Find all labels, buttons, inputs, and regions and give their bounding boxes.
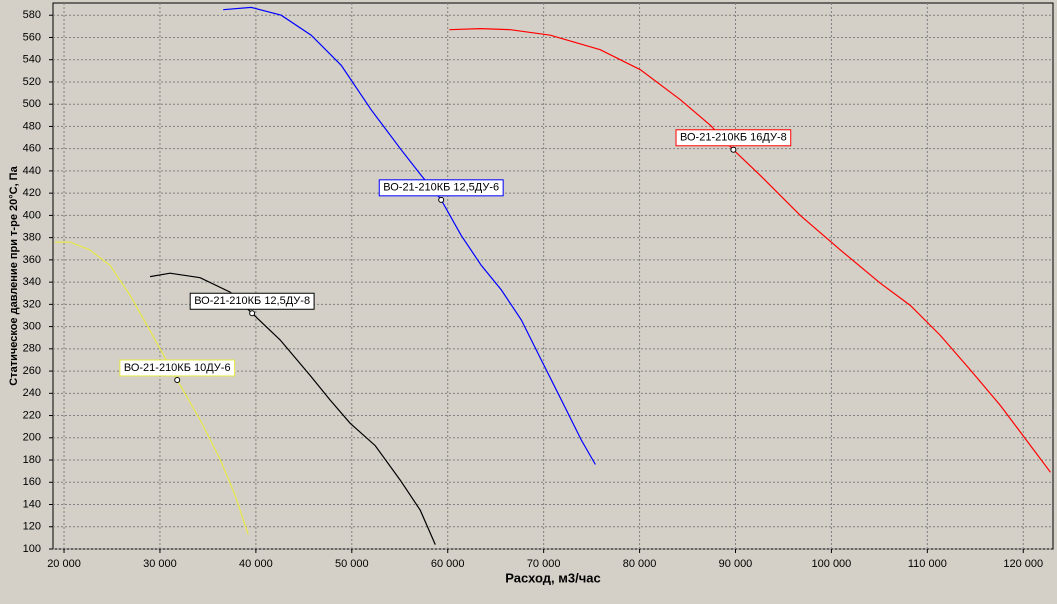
x-tick-label: 100 000: [812, 558, 852, 570]
y-axis-title: Статическое давление при т-ре 20°С, Па: [8, 165, 20, 385]
y-tick-label: 400: [23, 209, 41, 221]
y-tick-label: 240: [23, 387, 41, 399]
curve-label: ВО-21-210КБ 12,5ДУ-8: [194, 295, 310, 307]
curve-label: ВО-21-210КБ 10ДУ-6: [124, 362, 231, 374]
y-tick-label: 460: [23, 143, 41, 155]
y-tick-label: 120: [23, 521, 41, 533]
series-line: [149, 272, 436, 545]
annotations: ВО-21-210КБ 10ДУ-6 ВО-21-210КБ 12,5ДУ-8 ВО…: [119, 129, 792, 383]
x-tick-label: 50 000: [335, 558, 369, 570]
y-tick-label: 420: [23, 187, 41, 199]
grid: [53, 3, 1053, 550]
series-line: [449, 27, 1051, 473]
x-tick-label: 120 000: [1003, 558, 1043, 570]
y-tick-label: 100: [23, 543, 41, 555]
y-tick-label: 220: [23, 409, 41, 421]
y-tick-label: 260: [23, 365, 41, 377]
label-box: [119, 359, 236, 377]
y-tick-label: 160: [23, 476, 41, 488]
y-tick-label: 140: [23, 498, 41, 510]
x-tick-label: 30 000: [143, 558, 177, 570]
curve-marker: [249, 310, 256, 317]
plot-area: [52, 2, 1054, 550]
x-tick-label: 110 000: [908, 558, 947, 570]
y-tick-label: 440: [23, 165, 41, 177]
y-tick-label: 200: [23, 432, 41, 444]
y-tick-label: 540: [23, 54, 41, 66]
curve-marker: [438, 196, 445, 203]
curve-label: ВО-21-210КБ 12,5ДУ-6: [383, 182, 499, 194]
y-tick-label: 360: [23, 254, 41, 266]
curve-marker: [174, 376, 181, 383]
y-tick-label: 580: [23, 9, 41, 21]
y-tick-label: 180: [23, 454, 41, 466]
y-tick-label: 560: [23, 31, 41, 43]
curve-marker: [730, 146, 737, 153]
x-tick-label: 70 000: [527, 558, 561, 570]
curve-label: ВО-21-210КБ 16ДУ-8: [680, 132, 787, 144]
label-box: [378, 179, 504, 197]
y-tick-label: 480: [23, 120, 41, 132]
series-line: [55, 241, 249, 535]
label-box: [675, 129, 792, 147]
x-tick-label: 90 000: [719, 558, 753, 570]
x-tick-label: 80 000: [623, 558, 657, 570]
x-tick-label: 40 000: [239, 558, 273, 570]
x-axis-title: Расход, м3/час: [505, 570, 600, 585]
label-box: [189, 292, 315, 310]
y-tick-label: 300: [23, 321, 41, 333]
y-tick-label: 380: [23, 232, 41, 244]
x-tick-label: 60 000: [431, 558, 465, 570]
y-tick-label: 340: [23, 276, 41, 288]
x-tick-label: 20 000: [47, 558, 81, 570]
y-tick-label: 320: [23, 298, 41, 310]
y-tick-label: 520: [23, 76, 41, 88]
y-tick-label: 280: [23, 343, 41, 355]
y-tick-label: 500: [23, 98, 41, 110]
